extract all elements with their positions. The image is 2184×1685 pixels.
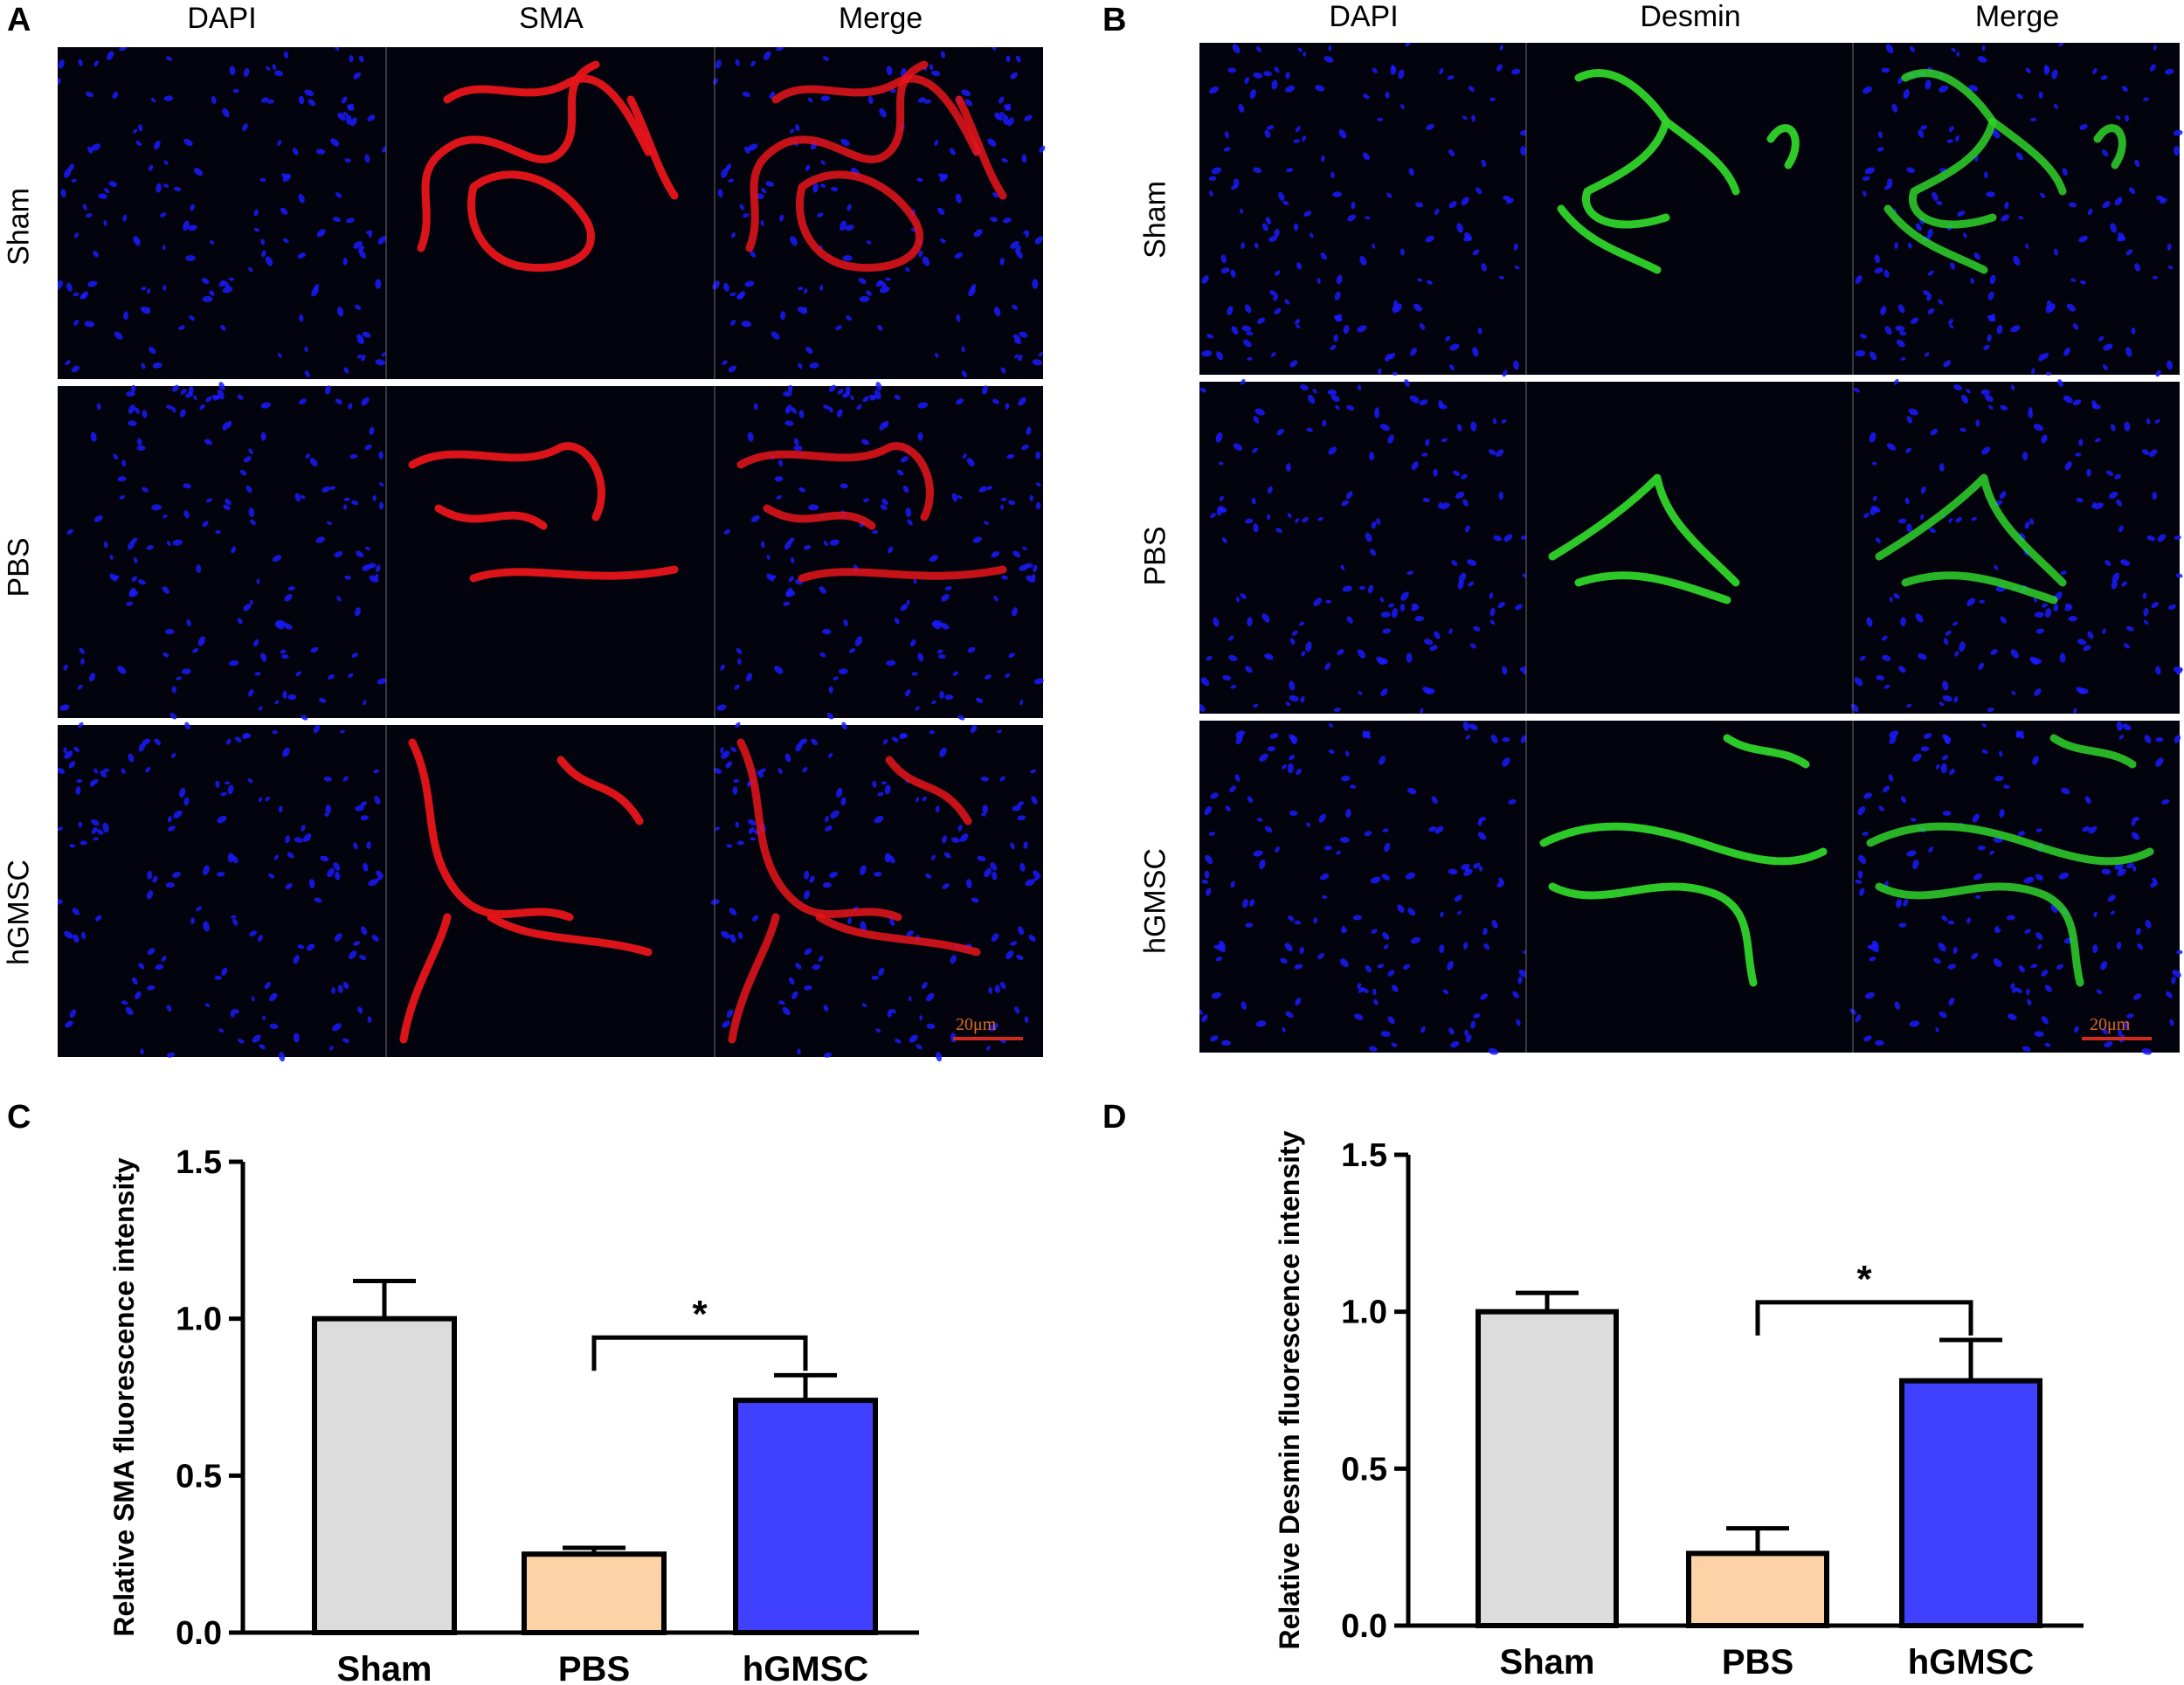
- significance-bracket: [591, 1335, 808, 1371]
- scale-bar-label-b: 20μm: [2090, 1015, 2131, 1034]
- y-tick-label: 1.5: [176, 1144, 222, 1181]
- panel-letter-d: D: [1102, 1099, 1127, 1136]
- micrograph-sham-dapi: [58, 47, 389, 379]
- y-tick-label: 0.5: [176, 1458, 222, 1495]
- y-tick-label: 1.0: [1341, 1295, 1387, 1331]
- micrograph-sham-desmin: [1525, 43, 1853, 375]
- panel-a-column-sma: SMA: [519, 2, 584, 35]
- bar-chart-c: 0.0 0.5 1.0 1.5 Relative SMA fluorescence in…: [108, 1144, 919, 1685]
- micrograph-hgmsc-desmin: [1525, 721, 1853, 1053]
- y-tick-label: 0.0: [176, 1615, 222, 1652]
- micrograph-pbs-sma: [385, 386, 715, 718]
- micrograph-hgmsc-sma: [385, 725, 715, 1057]
- micrograph-pbs-desmin: [1525, 382, 1853, 714]
- panel-a-row-hgmsc: hGMSC: [2, 860, 36, 965]
- micrograph-hgmsc-dapi: [58, 722, 386, 1062]
- panel-b-row-sham: Sham: [1138, 181, 1172, 259]
- bar-sham: [312, 1316, 457, 1635]
- panel-letter-a: A: [7, 2, 31, 38]
- bar-chart-d: 0.0 0.5 1.0 1.5 Relative Desmin fluorescence…: [1274, 1130, 2084, 1682]
- bar-hgmsc: [1899, 1378, 2042, 1628]
- micrograph-pbs-dapi: [58, 382, 387, 721]
- panel-b-column-dapi: DAPI: [1329, 0, 1399, 33]
- y-axis-label: Relative SMA fluorescence intensity: [108, 1157, 140, 1637]
- significance-bracket: [1755, 1300, 1973, 1336]
- micrograph-pbs-merge: [714, 382, 1044, 721]
- x-tick-label: Sham: [337, 1650, 432, 1685]
- bar-pbs: [522, 1551, 667, 1636]
- significance-star: *: [692, 1293, 708, 1336]
- panel-a-row-pbs: PBS: [2, 537, 36, 597]
- bar-pbs: [1686, 1550, 1829, 1628]
- scale-bar-label-a: 20μm: [956, 1015, 997, 1034]
- y-axis-label: Relative Desmin fluorescence intensity: [1274, 1130, 1305, 1649]
- panel-b-row-pbs: PBS: [1138, 526, 1172, 586]
- panel-b-row-hgmsc: hGMSC: [1138, 848, 1172, 954]
- micrograph-sham-merge: [712, 47, 1046, 379]
- y-tick-label: 1.0: [176, 1302, 222, 1338]
- micrograph-hgmsc-merge: [710, 722, 1043, 1062]
- micrograph-pbs-dapi: [1199, 378, 1530, 714]
- micrograph-hgmsc-dapi: [1199, 721, 1530, 1055]
- panel-letter-c: C: [7, 1099, 31, 1136]
- bar-hgmsc: [733, 1398, 878, 1635]
- x-tick-label: PBS: [558, 1650, 630, 1685]
- micrograph-grid-a: [58, 47, 1046, 1062]
- x-tick-label: Sham: [1500, 1643, 1595, 1682]
- panel-a-column-dapi: DAPI: [187, 2, 257, 35]
- panel-b-column-merge: Merge: [1974, 0, 2060, 33]
- panel-a-column-merge: Merge: [838, 2, 923, 35]
- micrograph-sham-dapi: [1199, 43, 1530, 377]
- panel-a-row-sham: Sham: [2, 188, 36, 266]
- x-tick-label: PBS: [1722, 1643, 1794, 1682]
- micrograph-hgmsc-merge: [1849, 721, 2183, 1055]
- panel-letter-b: B: [1102, 2, 1127, 38]
- y-tick-label: 0.0: [1341, 1608, 1387, 1645]
- bar-sham: [1476, 1309, 1619, 1629]
- micrograph-sham-merge: [1852, 43, 2183, 377]
- micrograph-sham-sma: [385, 47, 715, 379]
- significance-star: *: [1856, 1258, 1872, 1301]
- micrograph-pbs-merge: [1850, 378, 2183, 714]
- y-tick-label: 1.5: [1341, 1137, 1387, 1174]
- y-tick-label: 0.5: [1341, 1451, 1387, 1488]
- x-tick-label: hGMSC: [1908, 1643, 2034, 1682]
- micrograph-grid-b: [1199, 43, 2183, 1055]
- x-tick-label: hGMSC: [743, 1650, 868, 1685]
- panel-b-column-desmin: Desmin: [1640, 0, 1741, 33]
